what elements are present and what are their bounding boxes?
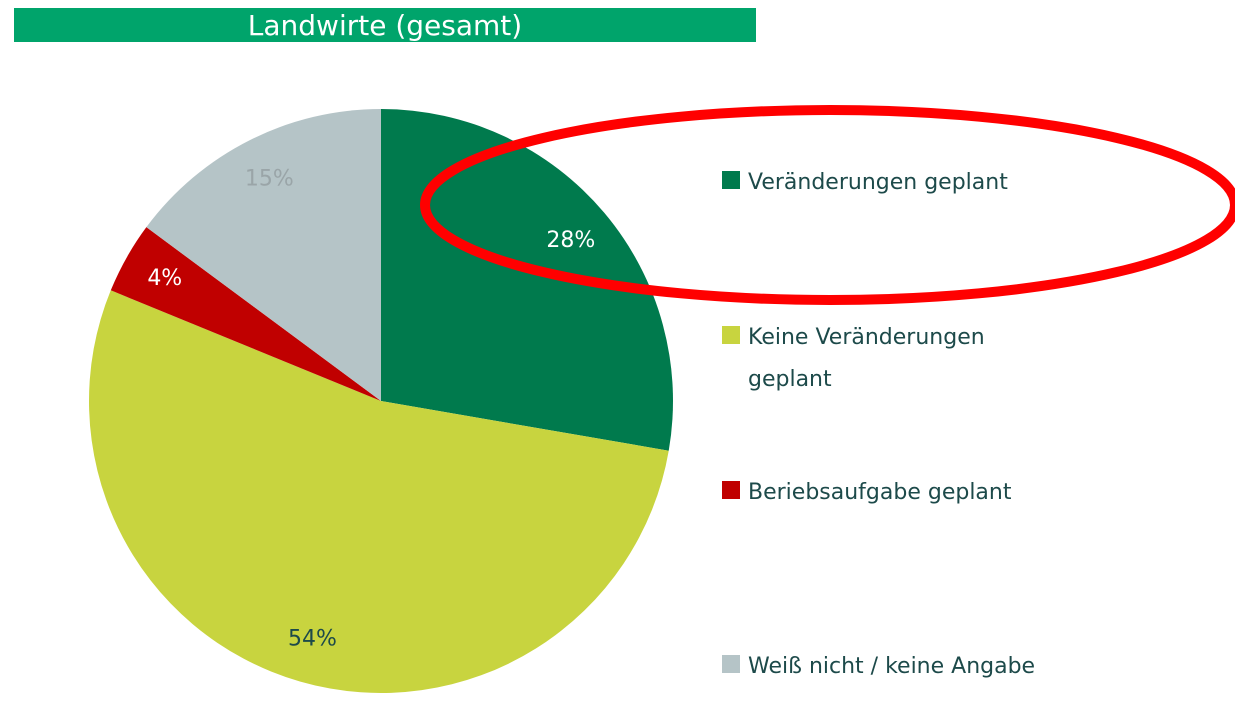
legend-label: Beriebsaufgabe geplant <box>748 480 1012 505</box>
data-label: 4% <box>147 266 182 291</box>
legend-swatch <box>722 326 740 344</box>
pie-slice <box>110 227 382 401</box>
legend-swatch <box>722 481 740 499</box>
legend-label: Keine Veränderungen geplant <box>748 325 985 392</box>
chart-title: Landwirte (gesamt) <box>248 9 522 42</box>
legend-label: Veränderungen geplant <box>748 170 1008 195</box>
highlight-ellipse <box>420 105 1235 305</box>
pie: 28% 54% 4% 15% <box>88 109 673 694</box>
data-label: 15% <box>245 166 294 191</box>
pie-slice <box>381 109 673 451</box>
legend-swatch <box>722 655 740 673</box>
data-label: 54% <box>288 627 337 652</box>
legend-item: Beriebsaufgabe geplant <box>722 472 1011 514</box>
legend-item: Weiß nicht / keine Angabe <box>722 646 1035 688</box>
pie-slice <box>146 109 381 401</box>
legend-item: Keine Veränderungen geplant <box>722 317 1048 401</box>
legend-swatch <box>722 171 740 189</box>
pie-slice <box>88 290 669 694</box>
data-label: 28% <box>546 228 595 253</box>
title-bar <box>14 8 756 42</box>
legend-item: Veränderungen geplant <box>722 162 1008 204</box>
legend-label: Weiß nicht / keine Angabe <box>748 654 1036 679</box>
